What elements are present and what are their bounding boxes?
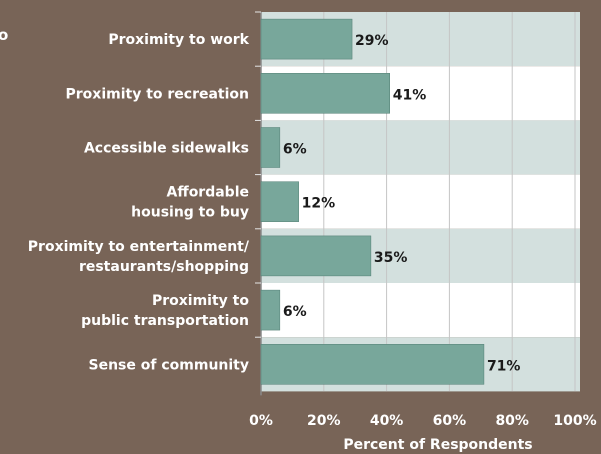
category-label: Sense of community xyxy=(89,357,249,373)
category-label: housing to buy xyxy=(131,205,249,221)
bar-value-label: 29% xyxy=(355,33,389,49)
category-label: public transportation xyxy=(81,313,249,329)
x-tick-label: 80% xyxy=(495,413,529,429)
bar-value-label: 12% xyxy=(302,196,336,212)
bar xyxy=(260,18,353,60)
bar-value-label: 41% xyxy=(393,87,427,103)
x-tick-label: 0% xyxy=(249,413,273,429)
cut-off-title-fragment: o xyxy=(0,26,9,44)
bar-value-label: 35% xyxy=(374,250,408,266)
category-label: Proximity to work xyxy=(108,32,249,48)
x-tick-label: 100% xyxy=(553,413,596,429)
bar-value-label: 71% xyxy=(487,358,521,374)
bar xyxy=(260,181,299,222)
category-label: Affordable xyxy=(167,185,249,201)
bar xyxy=(260,73,390,114)
x-tick-label: 40% xyxy=(370,413,404,429)
category-label: Proximity to entertainment/ xyxy=(28,239,250,255)
x-axis-title: Percent of Respondents xyxy=(343,437,532,453)
x-tick-label: 20% xyxy=(307,413,341,429)
category-label: Proximity to xyxy=(152,293,249,309)
bar-value-label: 6% xyxy=(283,142,307,158)
x-tick-label: 60% xyxy=(433,413,467,429)
row-band xyxy=(261,120,580,175)
category-label: restaurants/shopping xyxy=(79,259,249,275)
bar xyxy=(260,127,281,168)
row-band xyxy=(261,283,580,338)
bar-value-label: 6% xyxy=(283,304,307,320)
bar xyxy=(260,289,281,331)
row-band xyxy=(261,174,580,229)
bar xyxy=(260,235,372,277)
category-label: Proximity to recreation xyxy=(66,86,250,102)
category-label: Accessible sidewalks xyxy=(84,141,249,157)
bar xyxy=(260,344,485,385)
